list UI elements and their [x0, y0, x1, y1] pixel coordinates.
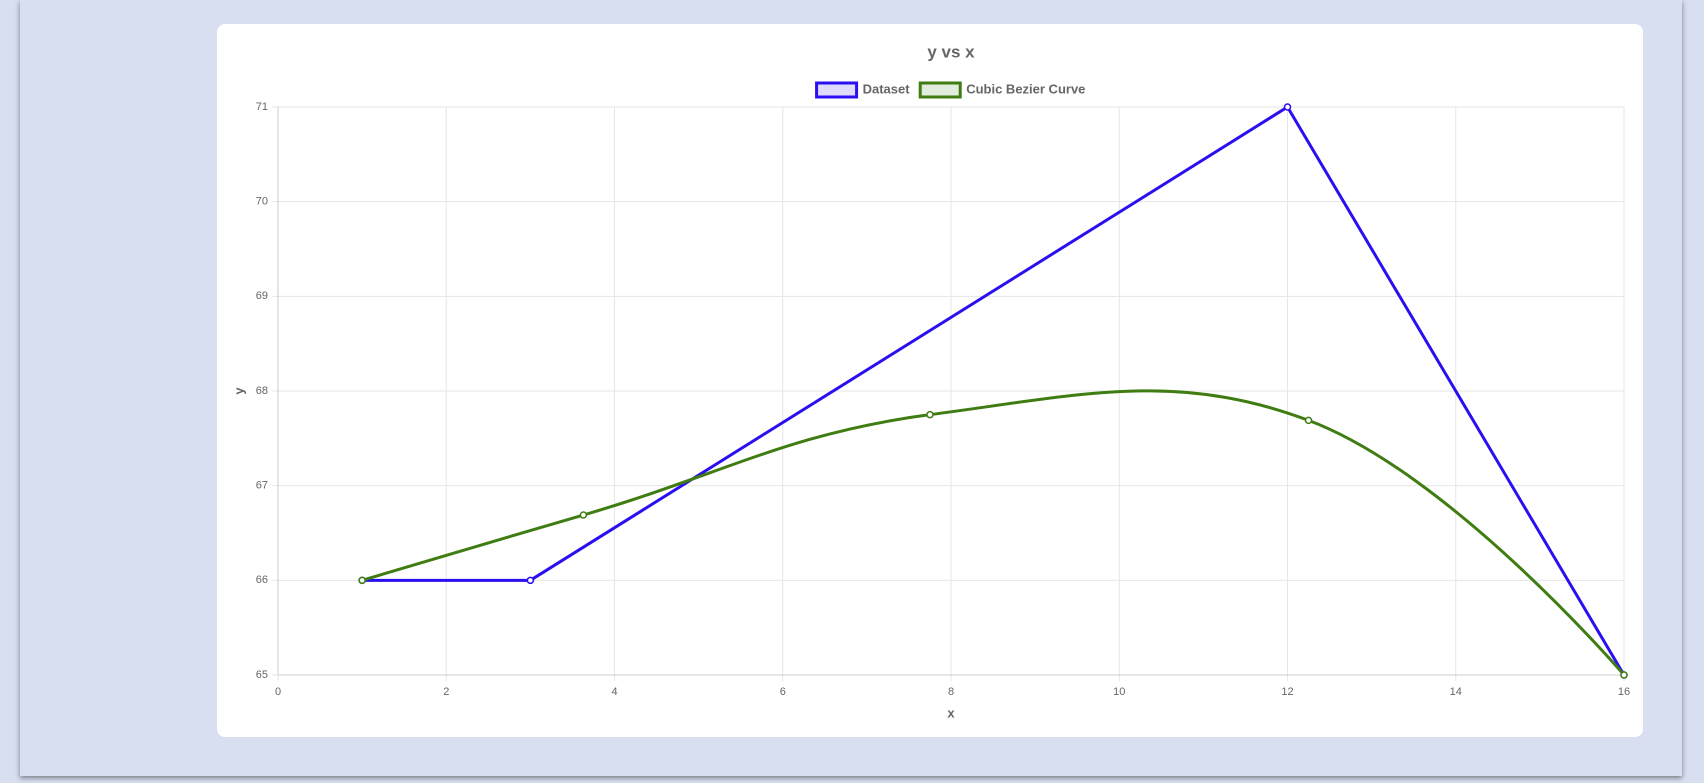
x-tick-label: 10	[1113, 686, 1125, 698]
y-tick-label: 70	[256, 196, 268, 208]
legend-swatch	[815, 81, 859, 99]
point	[526, 576, 535, 585]
y-tick-label: 68	[256, 385, 268, 397]
x-tick-label: 4	[611, 686, 617, 698]
point	[1620, 671, 1628, 679]
y-tick-label: 69	[256, 290, 268, 302]
x-tick-label: 12	[1281, 686, 1293, 698]
x-tick-label: 14	[1450, 686, 1462, 698]
y-tick-label: 67	[256, 480, 268, 492]
y-axis-title: y	[231, 387, 246, 395]
x-tick-label: 2	[443, 686, 449, 698]
x-tick-label: 0	[275, 686, 281, 698]
point	[926, 410, 934, 419]
y-tick-label: 71	[256, 101, 268, 113]
chart-title: y vs x	[927, 42, 975, 61]
x-tick-label: 8	[948, 686, 954, 698]
x-axis-title: x	[947, 705, 955, 720]
point	[1283, 103, 1292, 111]
legend-label: Dataset	[863, 81, 911, 96]
point	[579, 511, 588, 519]
series-line	[361, 389, 1626, 676]
x-tick-label: 16	[1618, 686, 1630, 698]
point	[1304, 416, 1313, 425]
legend-label: Cubic Bezier Curve	[966, 81, 1085, 96]
chart-card	[217, 24, 1643, 737]
legend-swatch	[918, 81, 962, 99]
series-line	[362, 104, 1626, 676]
y-tick-label: 66	[256, 574, 268, 586]
x-tick-label: 6	[780, 686, 786, 698]
y-tick-label: 65	[256, 669, 268, 681]
point	[358, 576, 366, 585]
